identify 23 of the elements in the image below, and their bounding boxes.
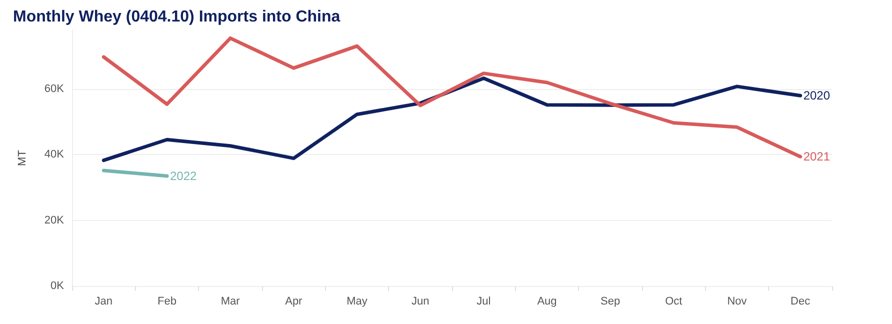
x-tick-label: Jan [94,296,113,308]
x-tick-label: Sep [600,296,620,308]
series-label: 2020 [803,88,830,103]
line-series [102,76,802,162]
y-tick-label: 0K [50,280,65,292]
y-tick-label: 40K [44,148,65,161]
x-tick-label: Dec [790,296,811,308]
x-tick-label: Nov [727,296,748,308]
x-tick-label: Jul [476,296,491,308]
x-tick-label: Apr [285,296,303,308]
series-label: 2022 [170,169,198,184]
x-tick-label: Feb [158,296,176,308]
x-tick-label: Mar [220,296,240,308]
chart-title: Monthly Whey (0404.10) Imports into China [13,8,340,26]
x-tick-label: Jun [411,296,430,308]
y-tick-label: 60K [44,83,65,96]
series-label: 2021 [803,150,830,164]
line-series [102,36,802,158]
y-axis-title: MT [16,150,28,166]
x-tick-label: May [346,296,368,308]
x-tick-label: Oct [665,296,682,308]
y-tick-label: 20K [44,214,65,226]
x-tick-label: Aug [537,296,557,308]
